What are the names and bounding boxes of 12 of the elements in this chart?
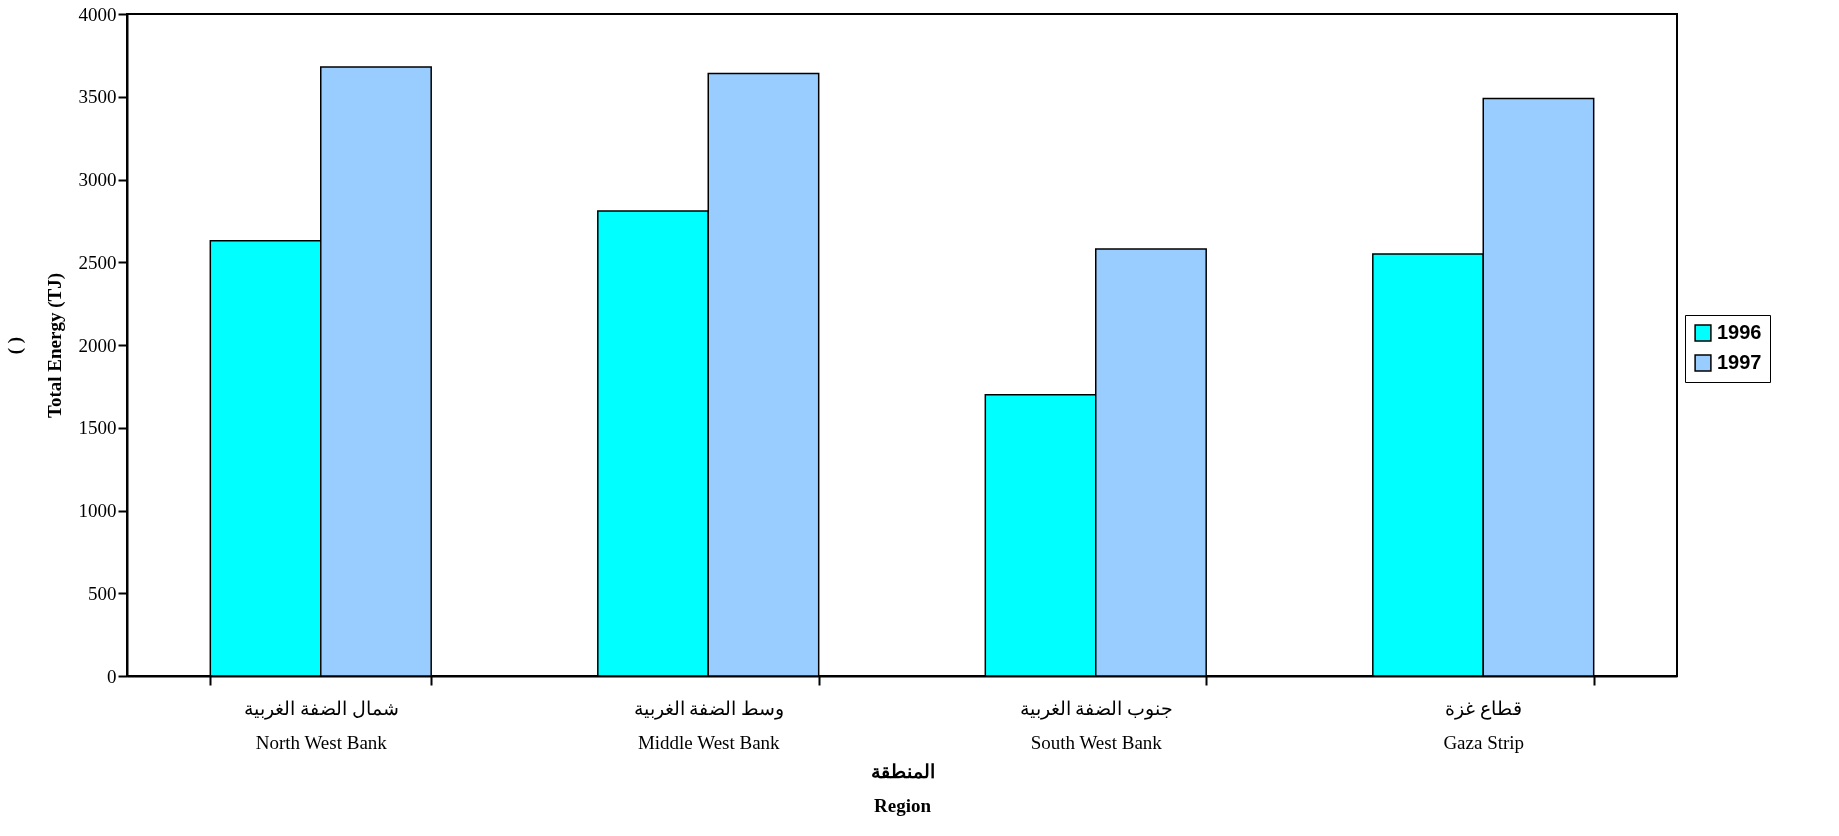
- y-tick-label: 3000: [78, 169, 117, 190]
- y-tick-label: 1000: [78, 500, 117, 521]
- y-axis-title: ( ) Total Energy (TJ): [3, 273, 66, 418]
- legend-label: 1996: [1717, 321, 1762, 343]
- y-tick-label: 3500: [78, 86, 117, 108]
- y-tick-label: 2500: [78, 251, 117, 273]
- y-tick-label: 500: [88, 582, 117, 604]
- y-tick-label: 0: [107, 665, 117, 687]
- y-tick-label: 1500: [78, 417, 117, 439]
- y-tick-label: 2000: [78, 334, 117, 356]
- legend-label: 1997: [1717, 351, 1762, 373]
- y-tick-label: 4000: [78, 3, 117, 25]
